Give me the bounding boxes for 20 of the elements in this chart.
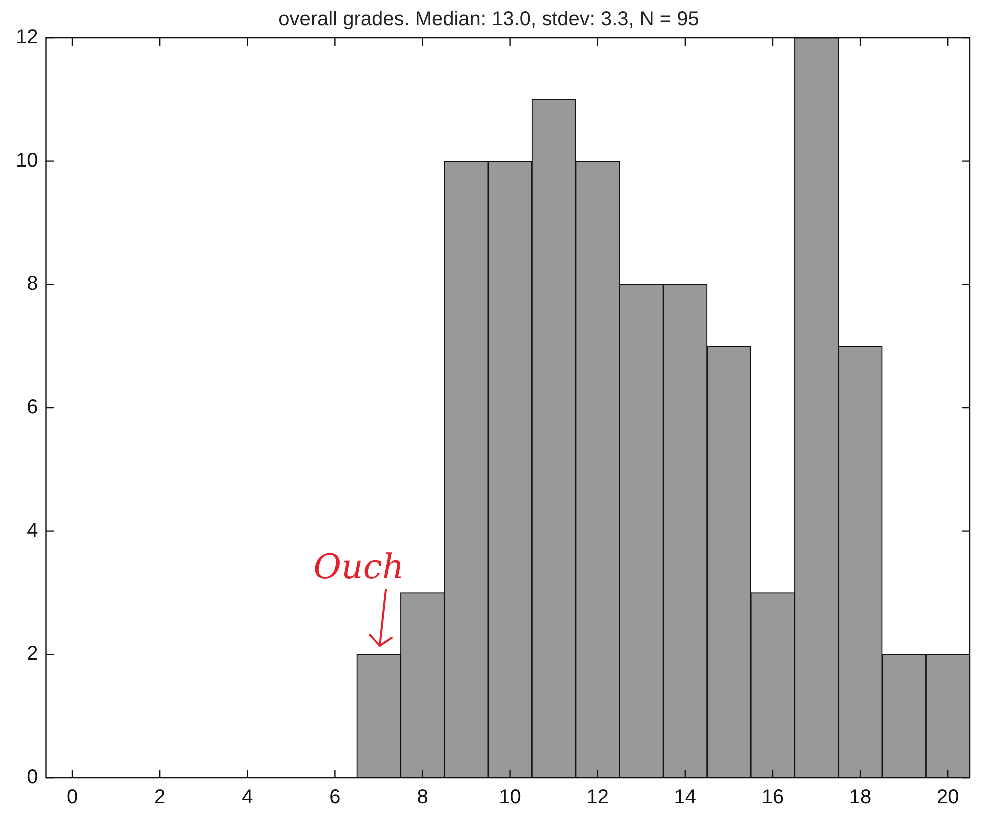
x-tick-label: 8	[417, 786, 428, 809]
x-tick-label: 6	[330, 786, 341, 809]
y-tick-label: 0	[27, 766, 38, 789]
annotation: Ouch	[314, 547, 404, 588]
y-tick-label: 8	[27, 273, 38, 296]
x-tick-label: 10	[499, 786, 522, 809]
x-tick-label: 0	[66, 786, 78, 809]
x-tick-label: 4	[242, 786, 254, 809]
x-tick-label: 18	[849, 786, 872, 809]
chart-title: overall grades. Median: 13.0, stdev: 3.3, N = 95	[278, 8, 700, 31]
y-tick-label: 6	[27, 396, 38, 419]
x-tick-label: 16	[762, 786, 784, 809]
y-tick-label: 4	[27, 520, 38, 542]
x-tick-label: 20	[936, 786, 960, 809]
x-tick-label: 2	[154, 786, 166, 809]
x-tick-label: 14	[674, 786, 697, 809]
y-tick-label: 2	[27, 643, 38, 666]
y-tick-label: 10	[16, 150, 38, 172]
y-tick-label: 12	[16, 26, 38, 49]
x-tick-label: 12	[586, 786, 609, 809]
